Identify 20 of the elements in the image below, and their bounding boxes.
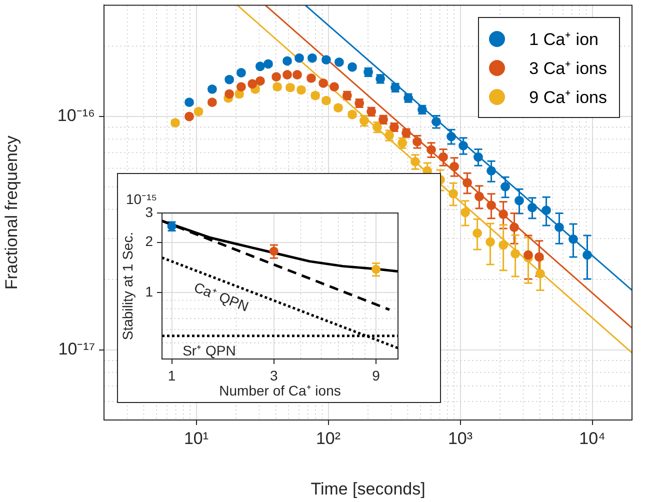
annotation: Ca⁺ QPN (192, 278, 251, 314)
y-axis-title: Stability at 1 Sec. (119, 232, 136, 340)
x-axis-title: Number of Ca⁺ ions (219, 382, 341, 398)
y-tick-label: 10⁻¹⁷ (58, 339, 95, 358)
x-tick-label: 1 (168, 367, 176, 384)
y-tick-label: 1 (145, 283, 154, 300)
x-axis-title: Time [seconds] (310, 479, 426, 498)
annotation: Sr⁺ QPN (182, 342, 236, 359)
legend-label: 1 Ca⁺ ion (529, 29, 598, 50)
legend-label: 3 Ca⁺ ions (529, 58, 607, 80)
legend-label: 9 Ca⁺ ions (529, 87, 607, 108)
x-tick-label: 10⁴ (579, 428, 606, 448)
y-axis-title: Fractional frequency (2, 135, 21, 290)
x-tick-label: 9 (372, 367, 380, 384)
x-tick-label: 3 (270, 367, 278, 384)
x-tick-label: 10² (316, 428, 341, 448)
y-tick-label: 10⁻¹⁶ (57, 106, 95, 126)
x-tick-label: 10³ (448, 428, 473, 448)
y-tick-label: 2 (145, 233, 154, 250)
x-tick-label: 10¹ (184, 428, 209, 448)
